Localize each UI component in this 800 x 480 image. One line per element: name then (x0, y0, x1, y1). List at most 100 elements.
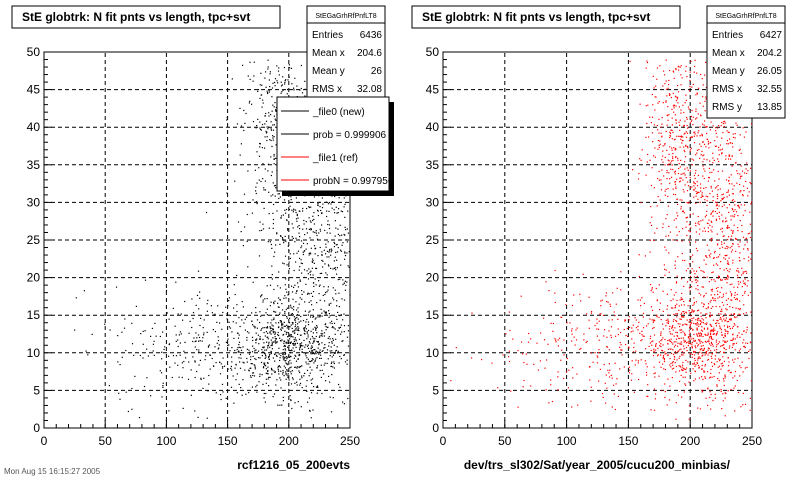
scatter-point (293, 342, 295, 344)
scatter-point (662, 310, 664, 312)
scatter-point (314, 349, 316, 351)
scatter-point (672, 349, 674, 351)
scatter-point (293, 208, 295, 210)
scatter-point (288, 208, 290, 211)
scatter-point (710, 213, 712, 215)
scatter-point (711, 361, 713, 363)
scatter-point (669, 134, 671, 136)
scatter-point (671, 124, 673, 126)
scatter-point (194, 346, 196, 348)
scatter-point (611, 319, 613, 321)
scatter-point (340, 333, 342, 335)
scatter-point (281, 303, 283, 305)
scatter-point (728, 236, 730, 238)
scatter-point (310, 206, 312, 208)
scatter-point (733, 185, 735, 187)
scatter-point (702, 349, 705, 351)
scatter-point (730, 388, 732, 391)
scatter-point (691, 119, 693, 121)
scatter-point (727, 357, 729, 359)
scatter-point (254, 365, 256, 367)
scatter-point (332, 201, 334, 203)
scatter-point (282, 400, 284, 402)
scatter-point (702, 105, 704, 107)
scatter-point (664, 274, 666, 276)
scatter-point (332, 326, 334, 328)
scatter-point (298, 225, 300, 227)
scatter-point (264, 401, 266, 403)
scatter-point (648, 136, 650, 138)
scatter-point (651, 216, 653, 218)
scatter-point (673, 318, 675, 321)
scatter-point (285, 308, 287, 311)
scatter-point (653, 124, 656, 126)
scatter-point (563, 354, 565, 356)
scatter-point (308, 254, 310, 256)
scatter-point (264, 123, 266, 125)
scatter-point (340, 210, 342, 212)
scatter-point (272, 218, 275, 221)
scatter-point (325, 272, 327, 274)
scatter-point (730, 229, 732, 231)
scatter-point (304, 372, 306, 374)
scatter-point (334, 195, 336, 198)
scatter-point (620, 271, 622, 273)
scatter-point (197, 416, 199, 418)
scatter-point (665, 218, 667, 220)
scatter-point (696, 152, 698, 154)
scatter-point (714, 329, 716, 331)
scatter-point (652, 355, 655, 357)
scatter-point (732, 230, 734, 232)
scatter-point (274, 353, 276, 355)
scatter-point (300, 64, 302, 67)
scatter-point (669, 331, 671, 333)
scatter-point (745, 180, 747, 183)
scatter-point (263, 189, 265, 191)
scatter-point (341, 234, 343, 236)
scatter-point (620, 289, 622, 291)
scatter-point (267, 345, 269, 347)
scatter-point (731, 155, 733, 157)
scatter-point (715, 201, 717, 203)
scatter-point (184, 341, 186, 343)
scatter-point (714, 393, 716, 395)
scatter-point (206, 303, 208, 305)
scatter-point (319, 335, 321, 337)
scatter-point (280, 355, 282, 357)
scatter-point (696, 93, 699, 95)
scatter-point (200, 377, 202, 379)
scatter-point (738, 260, 741, 262)
scatter-point (310, 379, 312, 381)
scatter-point (325, 380, 327, 382)
scatter-point (732, 259, 734, 261)
scatter-point (728, 204, 731, 206)
scatter-point (726, 191, 728, 193)
scatter-point (557, 339, 559, 341)
scatter-point (651, 344, 653, 346)
scatter-point (209, 354, 211, 356)
scatter-point (270, 367, 273, 369)
scatter-point (330, 248, 332, 250)
scatter-point (221, 383, 224, 385)
scatter-point (677, 157, 679, 159)
scatter-point (733, 216, 735, 218)
scatter-point (91, 333, 93, 335)
scatter-point (300, 262, 302, 264)
left-title: StE globtrk: N fit pnts vs length, tpc+s… (22, 10, 250, 24)
scatter-point (709, 396, 711, 398)
scatter-point (299, 228, 301, 230)
scatter-point (711, 221, 713, 223)
scatter-point (261, 106, 263, 108)
scatter-point (650, 283, 652, 286)
scatter-point (679, 318, 681, 320)
scatter-point (286, 317, 288, 319)
scatter-point (704, 340, 706, 343)
scatter-point (323, 310, 325, 312)
scatter-point (333, 344, 335, 346)
scatter-point (669, 333, 672, 335)
scatter-point (267, 370, 269, 372)
scatter-point (709, 312, 711, 314)
scatter-point (310, 229, 312, 231)
scatter-point (162, 331, 164, 333)
scatter-point (244, 122, 246, 124)
